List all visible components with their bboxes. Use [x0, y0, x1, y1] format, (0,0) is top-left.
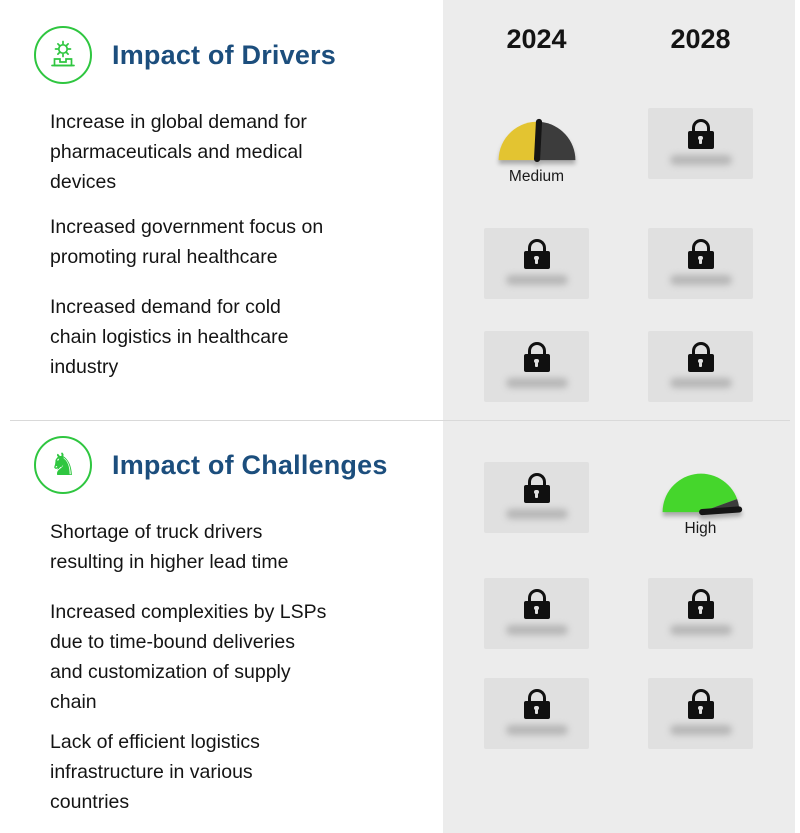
redacted-text-blur [505, 378, 568, 388]
locked-cell-drivers-r1-2028[interactable] [648, 108, 753, 179]
lock-icon [687, 342, 714, 372]
column-header-2028: 2028 [670, 24, 731, 54]
locked-cell-drivers-r3-2024[interactable] [484, 331, 589, 402]
redacted-text-blur [669, 378, 732, 388]
redacted-text-blur [505, 509, 568, 519]
lock-icon [523, 473, 550, 503]
gauge-high-dial [662, 473, 742, 516]
gauge-medium-dial [498, 118, 575, 163]
gauge-needle [533, 118, 542, 163]
gauge-needle [698, 506, 742, 516]
locked-cell-challenges-r3-2028[interactable] [648, 678, 753, 749]
challenge-item-2: Increased complexities by LSPs due to ti… [50, 601, 327, 713]
locked-cell-drivers-r2-2028[interactable] [648, 228, 753, 299]
lock-icon [523, 689, 550, 719]
gauge-high-challenges-r1-2028: High [648, 464, 753, 538]
gauge-medium-drivers-r1-2024: Medium [484, 112, 589, 186]
locked-cell-drivers-r3-2028[interactable] [648, 331, 753, 402]
section-divider [10, 420, 790, 421]
redacted-text-blur [669, 725, 732, 735]
redacted-text-blur [669, 275, 732, 285]
challenges-section-header: ♞ Impact of Challenges [34, 436, 388, 494]
lock-icon [523, 239, 550, 269]
redacted-text-blur [669, 625, 732, 635]
lock-icon [687, 239, 714, 269]
locked-cell-drivers-r2-2024[interactable] [484, 228, 589, 299]
redacted-text-blur [505, 625, 568, 635]
drivers-section-header: Impact of Drivers [34, 26, 336, 84]
gauge-high-label: High [684, 520, 717, 537]
driver-item-2: Increased government focus on promoting … [50, 216, 324, 268]
chess-knight-icon: ♞ [34, 436, 92, 494]
locked-cell-challenges-r1-2024[interactable] [484, 462, 589, 533]
challenges-section-title: Impact of Challenges [112, 449, 388, 480]
challenge-item-3: Lack of efficient logistics infrastructu… [50, 731, 260, 813]
factory-icon [51, 40, 75, 67]
drivers-section-title: Impact of Drivers [112, 39, 336, 70]
knight-glyph: ♞ [49, 446, 77, 482]
lock-icon [523, 589, 550, 619]
redacted-text-blur [669, 155, 732, 165]
locked-cell-challenges-r2-2024[interactable] [484, 578, 589, 649]
lock-icon [687, 119, 714, 149]
lock-icon [687, 589, 714, 619]
driver-item-1: Increase in global demand for pharmaceut… [50, 111, 307, 193]
gauge-medium-label: Medium [508, 168, 565, 185]
challenge-item-1: Shortage of truck drivers resulting in h… [50, 521, 289, 573]
industry-gear-icon [34, 26, 92, 84]
locked-cell-challenges-r3-2024[interactable] [484, 678, 589, 749]
redacted-text-blur [505, 275, 568, 285]
lock-icon [687, 689, 714, 719]
lock-icon [523, 342, 550, 372]
column-header-2024: 2024 [506, 24, 567, 54]
redacted-text-blur [505, 725, 568, 735]
locked-cell-challenges-r2-2028[interactable] [648, 578, 753, 649]
driver-item-3: Increased demand for cold chain logistic… [50, 296, 289, 378]
